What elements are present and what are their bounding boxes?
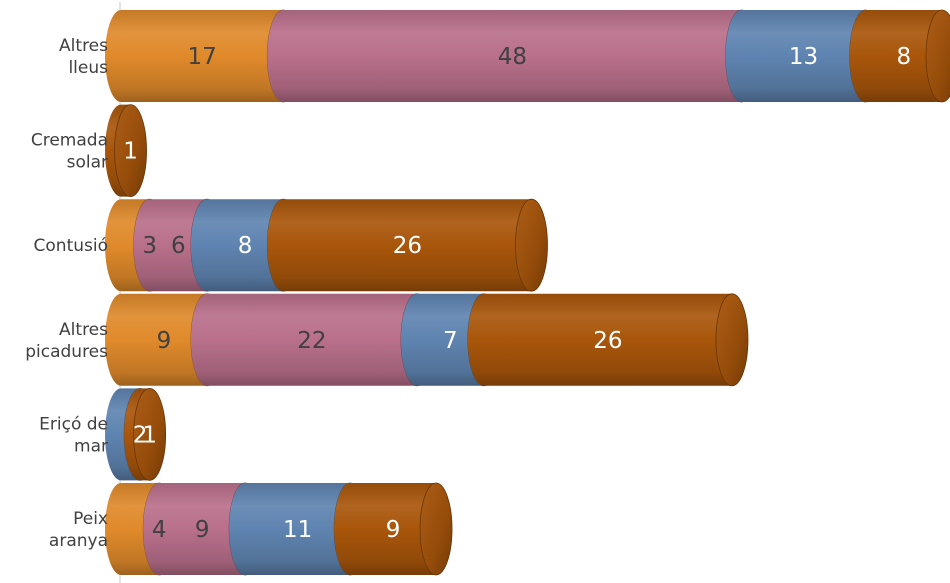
data-label: 1 (123, 139, 138, 165)
bar-segment (467, 293, 749, 387)
category-label: Altres lleus (59, 36, 108, 78)
bar-segment (267, 198, 548, 292)
bar-segment (849, 9, 950, 103)
data-label: 9 (195, 517, 210, 543)
data-label: 3 (142, 233, 157, 259)
data-label: 26 (593, 328, 622, 354)
data-label: 9 (386, 517, 401, 543)
data-label: 9 (157, 328, 172, 354)
data-label: 6 (171, 233, 186, 259)
data-label: 13 (789, 44, 818, 70)
data-label: 26 (393, 233, 422, 259)
data-label: 8 (238, 233, 253, 259)
data-label: 1 (142, 422, 157, 448)
category-label: Eriçó de mar (39, 414, 108, 456)
bar-segment (124, 387, 167, 481)
data-label: 4 (152, 517, 167, 543)
category-label: Peix aranya (49, 509, 108, 551)
bar-segment (334, 482, 453, 576)
bar-segment (105, 104, 147, 198)
data-label: 8 (896, 44, 911, 70)
category-label: Contusió (34, 236, 108, 256)
data-label: 22 (297, 328, 326, 354)
data-label: 48 (498, 44, 527, 70)
data-label: 2 (133, 422, 148, 448)
data-label: 7 (443, 328, 458, 354)
category-label: Altres picadures (25, 320, 108, 362)
data-label: 17 (188, 44, 217, 70)
data-label: 11 (283, 517, 312, 543)
category-label: Cremada solar (31, 131, 108, 173)
